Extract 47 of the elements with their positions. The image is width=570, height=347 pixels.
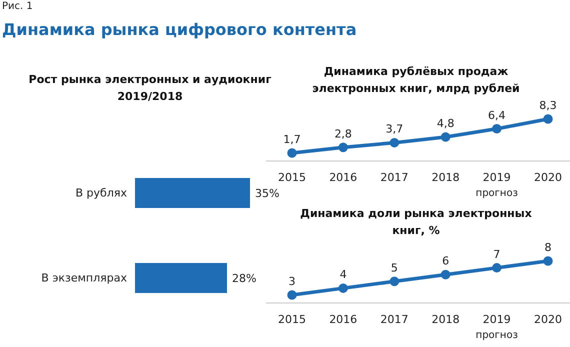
data-label: 3 bbox=[288, 275, 296, 288]
data-label: 3,7 bbox=[386, 122, 404, 136]
data-label: 4 bbox=[340, 268, 347, 282]
text: прогноз bbox=[476, 330, 518, 341]
chart-title: Динамика рублёвых продаж электронных книг, млрд рублей bbox=[312, 65, 520, 95]
data-label: 5 bbox=[390, 261, 398, 274]
data-label: 28% bbox=[232, 272, 256, 285]
text: Динамика рынка цифрового контента bbox=[2, 20, 358, 39]
data-label: 2,8 bbox=[334, 127, 352, 140]
data-label: 7 bbox=[493, 248, 500, 261]
point bbox=[390, 276, 400, 286]
point bbox=[338, 283, 348, 293]
point bbox=[287, 148, 297, 158]
point bbox=[543, 256, 553, 266]
x-tick-label: 2016 bbox=[329, 313, 358, 326]
data-label: 6,4 bbox=[488, 108, 506, 122]
point bbox=[440, 132, 450, 142]
data-label: 8,3 bbox=[539, 99, 557, 112]
x-tick-label: 2019 bbox=[482, 313, 511, 326]
x-tick-label: 2018 bbox=[432, 313, 460, 326]
x-tick-label: 2019 bbox=[482, 171, 511, 184]
y-tick-label: В рублях bbox=[76, 186, 128, 200]
point bbox=[492, 124, 502, 134]
y-tick-label: В экземплярах bbox=[41, 271, 128, 284]
x-tick-label: 2015 bbox=[278, 171, 306, 184]
x-tick-label: 2017 bbox=[380, 313, 408, 326]
data-label: 35% bbox=[255, 186, 280, 200]
data-label: 1,7 bbox=[283, 133, 301, 146]
x-tick-label: 2017 bbox=[380, 171, 408, 184]
text: прогноз bbox=[476, 188, 518, 199]
data-label: 8 bbox=[544, 241, 552, 254]
x-tick-label: 2020 bbox=[534, 171, 562, 184]
point bbox=[287, 290, 297, 300]
data-label: 4,8 bbox=[436, 117, 454, 130]
point bbox=[492, 263, 502, 273]
x-tick-label: 2015 bbox=[278, 313, 306, 326]
point bbox=[390, 138, 400, 148]
point bbox=[543, 114, 553, 124]
chart-title: Динамика доли рынка электронных книг, % bbox=[299, 206, 533, 239]
point bbox=[338, 142, 348, 152]
text: Рис. 1 bbox=[2, 1, 33, 12]
x-tick-label: 2016 bbox=[329, 171, 358, 184]
data-label: 6 bbox=[442, 254, 450, 268]
chart-title: Рост рынка электронных и аудиокниг 2019/2018 bbox=[28, 72, 272, 105]
x-tick-label: 2020 bbox=[534, 313, 562, 326]
point bbox=[440, 270, 450, 280]
x-tick-label: 2018 bbox=[432, 171, 460, 184]
